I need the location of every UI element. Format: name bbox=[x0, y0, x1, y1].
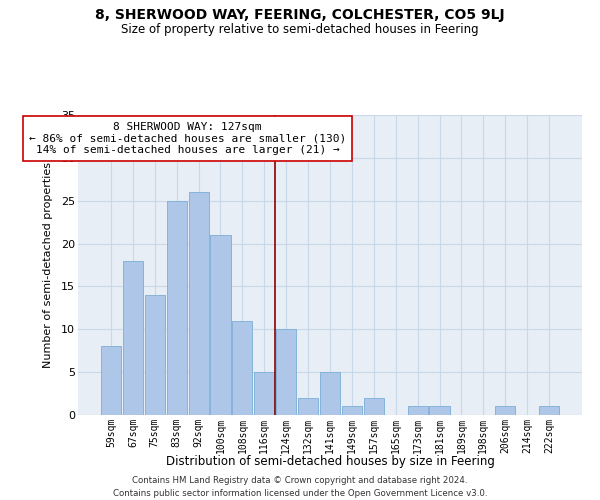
Bar bbox=[298, 398, 318, 415]
Text: 8 SHERWOOD WAY: 127sqm
← 86% of semi-detached houses are smaller (130)
14% of se: 8 SHERWOOD WAY: 127sqm ← 86% of semi-det… bbox=[29, 122, 346, 155]
Bar bbox=[145, 295, 165, 415]
Bar bbox=[211, 235, 230, 415]
Bar bbox=[167, 200, 187, 415]
Y-axis label: Number of semi-detached properties: Number of semi-detached properties bbox=[43, 162, 53, 368]
Bar bbox=[364, 398, 384, 415]
Bar bbox=[342, 406, 362, 415]
Bar bbox=[254, 372, 274, 415]
Bar bbox=[123, 260, 143, 415]
Text: Size of property relative to semi-detached houses in Feering: Size of property relative to semi-detach… bbox=[121, 22, 479, 36]
Bar bbox=[539, 406, 559, 415]
Bar bbox=[407, 406, 428, 415]
Bar bbox=[188, 192, 209, 415]
Text: Distribution of semi-detached houses by size in Feering: Distribution of semi-detached houses by … bbox=[166, 455, 494, 468]
Bar bbox=[101, 346, 121, 415]
Bar bbox=[232, 320, 253, 415]
Bar bbox=[320, 372, 340, 415]
Bar bbox=[430, 406, 449, 415]
Bar bbox=[276, 330, 296, 415]
Bar bbox=[495, 406, 515, 415]
Text: Contains HM Land Registry data © Crown copyright and database right 2024.
Contai: Contains HM Land Registry data © Crown c… bbox=[113, 476, 487, 498]
Text: 8, SHERWOOD WAY, FEERING, COLCHESTER, CO5 9LJ: 8, SHERWOOD WAY, FEERING, COLCHESTER, CO… bbox=[95, 8, 505, 22]
